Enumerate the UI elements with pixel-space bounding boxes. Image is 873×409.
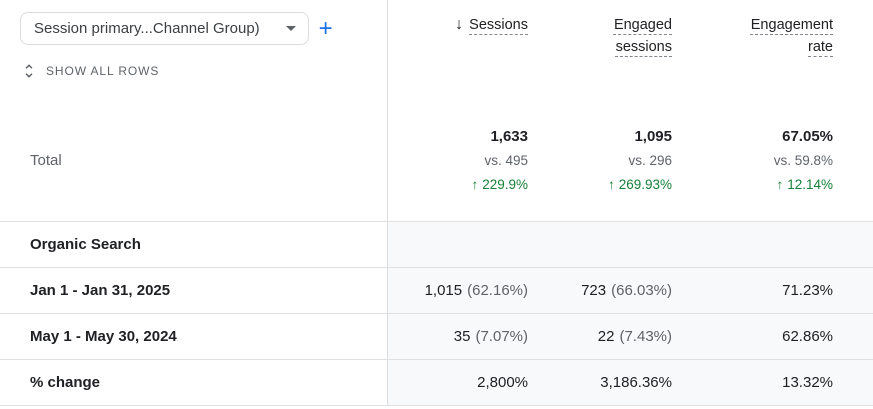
up-arrow-icon: ↑	[607, 176, 615, 192]
dimension-dropdown-label: Session primary...Channel Group)	[34, 20, 260, 37]
total-cell-engagement-rate: 67.05% vs. 59.8% ↑ 12.14%	[672, 100, 873, 221]
table-row-organic-search: Organic Search	[0, 222, 873, 268]
row-label: Jan 1 - Jan 31, 2025	[0, 268, 388, 313]
total-vs: vs. 296	[628, 152, 672, 168]
add-dimension-button[interactable]: +	[318, 15, 333, 42]
total-change-value: 229.9%	[482, 176, 528, 192]
table-row-jan-2025: Jan 1 - Jan 31, 2025 1,015 (62.16%) 723 …	[0, 268, 873, 314]
cell-engaged-sessions: 3,186.36%	[528, 360, 672, 405]
row-label: May 1 - May 30, 2024	[0, 314, 388, 359]
header-controls: Session primary...Channel Group) + SHOW …	[0, 0, 388, 100]
column-header-label: Sessions	[469, 17, 528, 33]
cell-sessions: 1,015 (62.16%)	[388, 268, 528, 313]
cell-engaged-sessions: 723 (66.03%)	[528, 268, 672, 313]
column-header-label: Engagement rate	[750, 17, 833, 55]
cell-engagement-rate: 71.23%	[672, 268, 873, 313]
cell-value: 3,186.36%	[600, 374, 672, 391]
unfold-more-icon	[25, 64, 33, 78]
column-header-label: Engaged sessions	[613, 17, 672, 55]
total-value: 1,633	[490, 127, 528, 145]
total-change: ↑ 12.14%	[672, 173, 833, 197]
cell-value: 22	[597, 328, 615, 345]
dimension-dropdown[interactable]: Session primary...Channel Group)	[20, 12, 309, 45]
cell-engaged-sessions	[528, 222, 672, 267]
cell-value: 71.23%	[782, 282, 833, 299]
cell-value: 62.86%	[782, 328, 833, 345]
column-header-engaged-sessions[interactable]: Engaged sessions	[528, 0, 672, 100]
total-change-value: 269.93%	[618, 176, 672, 192]
total-cell-sessions: 1,633 vs. 495 ↑ 229.9%	[388, 100, 528, 221]
cell-value: 13.32%	[782, 374, 833, 391]
table-row-percent-change: % change 2,800% 3,186.36% 13.32%	[0, 360, 873, 406]
sort-descending-icon: ↓	[455, 16, 464, 33]
cell-sessions	[388, 222, 528, 267]
total-value: 67.05%	[782, 127, 833, 145]
cell-share: (62.16%)	[467, 282, 528, 299]
cell-share: (7.43%)	[619, 328, 672, 345]
show-all-rows-button[interactable]: SHOW ALL ROWS	[20, 62, 159, 80]
total-row: Total 1,633 vs. 495 ↑ 229.9% 1,095 vs. 29…	[0, 100, 873, 222]
row-label: Organic Search	[0, 222, 388, 267]
up-arrow-icon: ↑	[471, 176, 479, 192]
cell-engaged-sessions: 22 (7.43%)	[528, 314, 672, 359]
cell-value: 2,800%	[477, 374, 528, 391]
show-all-rows-label: SHOW ALL ROWS	[46, 64, 160, 78]
cell-sessions: 2,800%	[388, 360, 528, 405]
table-header-row: Session primary...Channel Group) + SHOW …	[0, 0, 873, 100]
column-header-sessions[interactable]: ↓ Sessions	[388, 0, 528, 100]
total-cell-engaged-sessions: 1,095 vs. 296 ↑ 269.93%	[528, 100, 672, 221]
table-row-may-2024: May 1 - May 30, 2024 35 (7.07%) 22 (7.43…	[0, 314, 873, 360]
total-change: ↑ 229.9%	[388, 173, 528, 197]
total-value: 1,095	[634, 127, 672, 145]
cell-value: 723	[581, 282, 607, 299]
total-change: ↑ 269.93%	[528, 173, 672, 197]
total-vs: vs. 495	[484, 152, 528, 168]
cell-engagement-rate	[672, 222, 873, 267]
cell-share: (66.03%)	[611, 282, 672, 299]
cell-engagement-rate: 13.32%	[672, 360, 873, 405]
chevron-down-icon	[285, 26, 296, 31]
row-label: % change	[0, 360, 388, 405]
up-arrow-icon: ↑	[776, 176, 784, 192]
cell-engagement-rate: 62.86%	[672, 314, 873, 359]
total-change-value: 12.14%	[787, 176, 833, 192]
cell-value: 1,015	[424, 282, 463, 299]
cell-value: 35	[453, 328, 471, 345]
cell-share: (7.07%)	[475, 328, 528, 345]
cell-sessions: 35 (7.07%)	[388, 314, 528, 359]
column-header-engagement-rate[interactable]: Engagement rate	[672, 0, 873, 100]
total-vs: vs. 59.8%	[773, 152, 833, 168]
total-row-label: Total	[0, 100, 388, 221]
